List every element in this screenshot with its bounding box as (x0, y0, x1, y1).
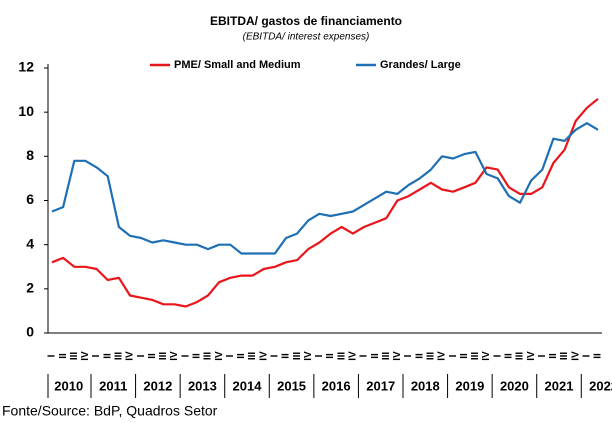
x-tick-label: II (370, 353, 381, 359)
x-tick-label: II (191, 353, 202, 359)
x-tick-label: II (58, 353, 69, 359)
x-tick-label: III (158, 352, 169, 361)
x-tick-label: IV (481, 351, 492, 361)
x-tick-label: I (269, 354, 280, 357)
x-tick-label: III (470, 352, 481, 361)
x-tick-label: II (102, 353, 113, 359)
x-tick-label: II (414, 353, 425, 359)
year-label: 2020 (500, 378, 529, 393)
y-tick-label: 6 (26, 191, 34, 207)
chart-subtitle: (EBITDA/ interest expenses) (243, 32, 370, 43)
x-tick-label: II (548, 353, 559, 359)
x-tick-label: IV (570, 351, 581, 361)
x-tick-label: I (314, 354, 325, 357)
series-line (51, 122, 599, 255)
year-label: 2012 (143, 378, 172, 393)
x-tick-label: IV (125, 351, 136, 361)
x-tick-label: IV (303, 351, 314, 361)
x-tick-label: III (69, 352, 80, 361)
year-label: 2022 (589, 378, 612, 393)
x-tick-label: I (180, 354, 191, 357)
x-tick-label: IV (258, 351, 269, 361)
x-tick-label: II (459, 353, 470, 359)
x-tick-label: II (503, 353, 514, 359)
x-tick-label: III (247, 352, 258, 361)
x-tick-label: III (292, 352, 303, 361)
x-tick-label: II (147, 353, 158, 359)
year-label: 2021 (545, 378, 574, 393)
year-label: 2010 (54, 378, 83, 393)
y-tick-label: 0 (26, 324, 34, 340)
x-tick-label: III (559, 352, 570, 361)
legend-label: Grandes/ Large (380, 59, 461, 71)
year-label: 2015 (277, 378, 306, 393)
x-tick-label: IV (80, 351, 91, 361)
x-tick-label: I (537, 354, 548, 357)
year-label: 2013 (188, 378, 217, 393)
year-label: 2017 (366, 378, 395, 393)
y-tick-label: 4 (26, 235, 34, 251)
year-label: 2016 (322, 378, 351, 393)
x-tick-label: IV (347, 351, 358, 361)
x-tick-label: II (281, 353, 292, 359)
x-tick-label: III (203, 352, 214, 361)
year-label: 2019 (455, 378, 484, 393)
x-tick-label: I (136, 354, 147, 357)
year-label: 2014 (233, 378, 263, 393)
x-tick-label: II (236, 353, 247, 359)
x-tick-label: IV (392, 351, 403, 361)
x-tick-label: III (425, 352, 436, 361)
y-tick-label: 12 (18, 59, 34, 75)
x-tick-label: II (593, 353, 604, 359)
x-tick-label: III (515, 352, 526, 361)
x-tick-label: IV (214, 351, 225, 361)
y-tick-label: 2 (26, 280, 34, 296)
x-tick-label: II (325, 353, 336, 359)
source-note: Fonte/Source: BdP, Quadros Setor (2, 403, 218, 419)
series-line (51, 98, 599, 308)
x-tick-label: I (448, 354, 459, 357)
x-tick-label: III (336, 352, 347, 361)
x-tick-label: I (359, 354, 370, 357)
x-tick-label: I (492, 354, 503, 357)
x-tick-label: III (113, 352, 124, 361)
legend-label: PME/ Small and Medium (174, 59, 301, 71)
year-label: 2018 (411, 378, 440, 393)
x-tick-label: I (581, 354, 592, 357)
year-label: 2011 (99, 378, 127, 393)
x-tick-label: IV (526, 351, 537, 361)
x-tick-label: III (381, 352, 392, 361)
x-tick-label: I (225, 354, 236, 357)
x-tick-label: I (403, 354, 414, 357)
x-tick-label: I (91, 354, 102, 357)
x-tick-label: IV (169, 351, 180, 361)
y-tick-label: 10 (18, 103, 34, 119)
y-tick-label: 8 (26, 147, 34, 163)
chart-title: EBITDA/ gastos de financiamento (210, 14, 402, 28)
x-tick-label: I (47, 354, 58, 357)
x-tick-label: IV (437, 351, 448, 361)
